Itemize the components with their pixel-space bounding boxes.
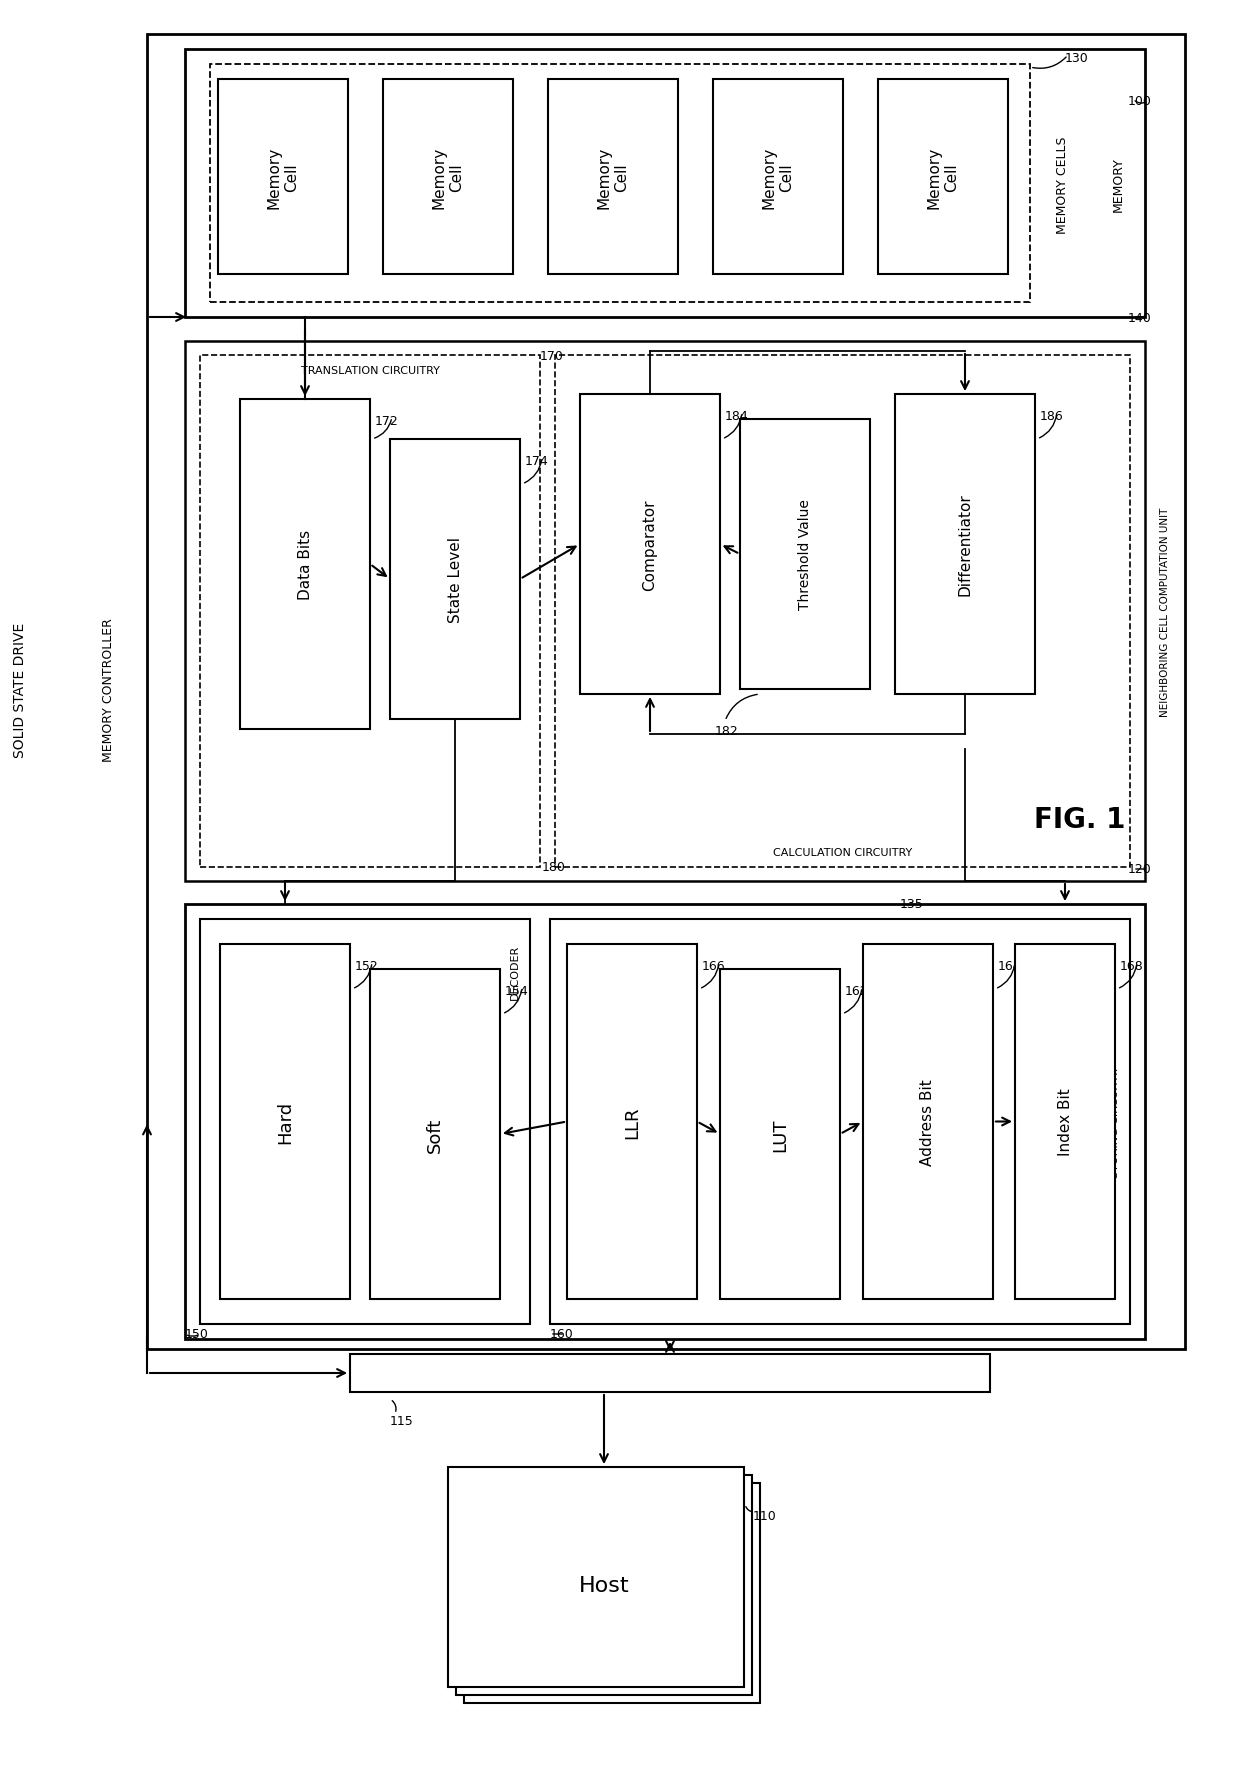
Text: Memory
Cell: Memory Cell — [432, 146, 464, 208]
Text: 166: 166 — [702, 959, 725, 972]
Text: 154: 154 — [505, 984, 528, 997]
Bar — [241, 400, 370, 730]
Bar — [200, 356, 539, 867]
Text: 164: 164 — [998, 959, 1022, 972]
Bar — [548, 80, 678, 274]
Text: 172: 172 — [374, 415, 399, 427]
Text: LUT: LUT — [771, 1118, 789, 1152]
Text: 110: 110 — [753, 1509, 776, 1522]
Bar — [200, 920, 529, 1324]
Text: 120: 120 — [1128, 863, 1152, 876]
Text: Index Bit: Index Bit — [1058, 1088, 1073, 1155]
Bar — [456, 1476, 751, 1695]
Text: Threshold Value: Threshold Value — [799, 498, 812, 611]
Text: Differentiator: Differentiator — [957, 493, 972, 596]
Bar — [148, 36, 1185, 1349]
Text: 130: 130 — [1065, 52, 1089, 64]
Text: TRANSLATION CIRCUITRY: TRANSLATION CIRCUITRY — [300, 367, 439, 376]
Bar — [740, 420, 870, 689]
Bar — [370, 970, 500, 1299]
Text: SOLID STATE DRIVE: SOLID STATE DRIVE — [12, 621, 27, 756]
Text: CALCULATION CIRCUITRY: CALCULATION CIRCUITRY — [773, 847, 913, 858]
Bar — [383, 80, 513, 274]
Text: 140: 140 — [1128, 312, 1152, 324]
Text: 168: 168 — [1120, 959, 1143, 972]
Bar — [464, 1483, 760, 1703]
Bar — [185, 342, 1145, 881]
Bar — [580, 395, 720, 694]
Text: LLR: LLR — [622, 1105, 641, 1137]
Text: Address Bit: Address Bit — [920, 1079, 935, 1166]
Text: 150: 150 — [185, 1328, 208, 1340]
Text: FIG. 1: FIG. 1 — [1034, 806, 1126, 833]
Bar — [567, 945, 697, 1299]
Bar — [895, 395, 1035, 694]
Text: 170: 170 — [539, 351, 564, 363]
Bar — [720, 970, 839, 1299]
Text: Memory
Cell: Memory Cell — [926, 146, 960, 208]
Bar — [556, 356, 1130, 867]
Text: 180: 180 — [542, 862, 565, 874]
Bar — [218, 80, 348, 274]
Text: Comparator: Comparator — [642, 498, 657, 591]
Bar — [448, 1467, 744, 1687]
Text: MEMORY CONTROLLER: MEMORY CONTROLLER — [102, 618, 114, 762]
Text: 135: 135 — [900, 897, 924, 911]
Text: 174: 174 — [525, 454, 549, 468]
Bar — [350, 1355, 990, 1392]
Bar — [391, 440, 520, 719]
Text: Soft: Soft — [427, 1116, 444, 1152]
Text: MEMORY: MEMORY — [1111, 157, 1125, 212]
Text: 160: 160 — [551, 1328, 574, 1340]
Text: 162: 162 — [844, 984, 869, 997]
Text: DECODER: DECODER — [510, 945, 520, 1000]
Text: Memory
Cell: Memory Cell — [596, 146, 629, 208]
Text: Hard: Hard — [277, 1100, 294, 1143]
Bar — [863, 945, 993, 1299]
Text: 152: 152 — [355, 959, 378, 972]
Bar — [551, 920, 1130, 1324]
Text: 184: 184 — [725, 409, 749, 424]
Bar — [185, 50, 1145, 319]
Bar — [210, 64, 1030, 303]
Text: NEIGHBORING CELL COMPUTATION UNIT: NEIGHBORING CELL COMPUTATION UNIT — [1159, 507, 1171, 716]
Text: Data Bits: Data Bits — [298, 530, 312, 600]
Text: Host: Host — [579, 1575, 630, 1595]
Text: 182: 182 — [715, 724, 739, 737]
Text: State Level: State Level — [448, 538, 463, 623]
Bar — [219, 945, 350, 1299]
Text: Memory
Cell: Memory Cell — [761, 146, 794, 208]
Text: Memory
Cell: Memory Cell — [267, 146, 299, 208]
Text: 100: 100 — [1128, 94, 1152, 109]
Text: MEMORY CELLS: MEMORY CELLS — [1055, 137, 1069, 233]
Bar — [878, 80, 1008, 274]
Text: 186: 186 — [1040, 409, 1064, 424]
Bar — [713, 80, 843, 274]
Bar — [1016, 945, 1115, 1299]
Text: STORING CIRCUITRY: STORING CIRCUITRY — [1110, 1066, 1120, 1178]
Text: 115: 115 — [391, 1413, 414, 1428]
Bar — [185, 904, 1145, 1339]
